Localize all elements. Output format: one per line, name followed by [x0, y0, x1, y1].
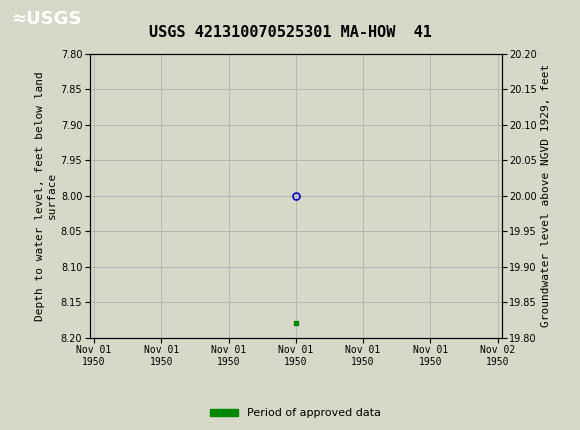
- Y-axis label: Depth to water level, feet below land
surface: Depth to water level, feet below land su…: [35, 71, 56, 320]
- Text: USGS 421310070525301 MA-HOW  41: USGS 421310070525301 MA-HOW 41: [148, 25, 432, 40]
- Legend: Period of approved data: Period of approved data: [206, 404, 386, 423]
- Text: ≈USGS: ≈USGS: [12, 10, 82, 28]
- Y-axis label: Groundwater level above NGVD 1929, feet: Groundwater level above NGVD 1929, feet: [541, 64, 551, 327]
